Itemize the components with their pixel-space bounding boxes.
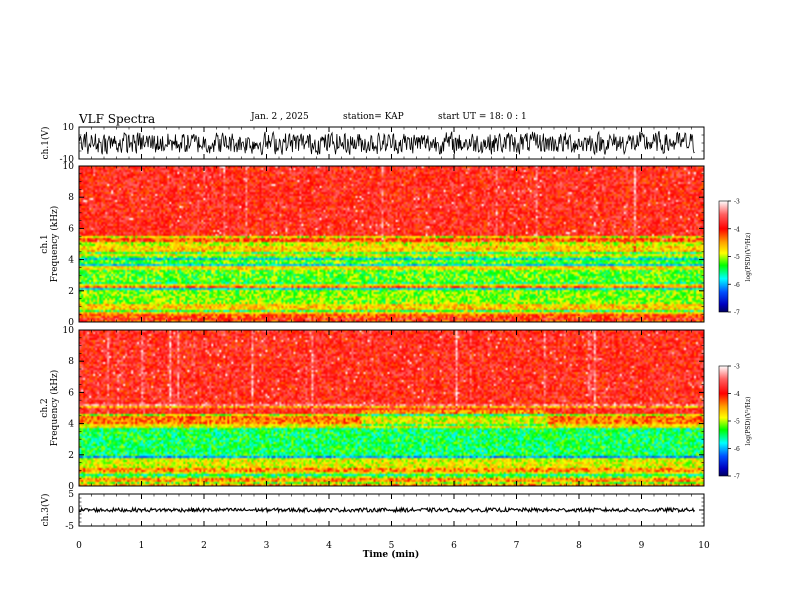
ch2-spectrogram-cbtick-label-4: -7: [734, 474, 740, 481]
ch2-spectrogram-bitmap: [79, 330, 704, 486]
ch2-spectrogram-ytick-label-1: 2: [68, 451, 74, 461]
ch3-waveform-ytick-label-0: 5: [68, 490, 74, 500]
x-tick-label-10: 10: [698, 541, 710, 551]
ch2-spectrogram-cbtick-label-3: -6: [734, 446, 740, 453]
ch3-waveform-series: [78, 506, 696, 514]
ch1-colorbar: -3 -4 -5 -6 -7 log(PSD)(V²/Hz): [718, 199, 752, 317]
ch2-colorbar: -3 -4 -5 -6 -7 log(PSD)(V²/Hz): [718, 364, 752, 481]
x-tick-label-4: 4: [326, 541, 332, 551]
ch1-spectrogram-cbtick-label-4: -7: [734, 310, 740, 317]
x-tick-label-8: 8: [576, 541, 582, 551]
ch1-waveform-ytick-label-0: 10: [63, 123, 75, 133]
ch1-spectrogram-ytick-label-2: 4: [68, 256, 74, 266]
ch2-spectrogram-panel: 0 2 4 6 8 10 ch.2 Frequency (kHz) -3 -4 -5 -6 -7 …: [40, 326, 752, 492]
ch1-spectrogram-ylabel: Frequency (kHz): [49, 206, 60, 283]
ch2-spectrogram-ytick-label-0: 0: [68, 482, 74, 492]
station-label: station= KAP: [343, 112, 404, 122]
ch1-spectrogram-channel-label: ch.1: [40, 234, 50, 253]
start-time-label: start UT = 18: 0 : 1: [438, 112, 527, 122]
ch1-waveform-ytick-label-1: -10: [60, 155, 75, 165]
ch2-spectrogram-ytick-label-4: 8: [68, 357, 74, 367]
ch1-colorbar-ticks: -3 -4 -5 -6 -7: [728, 199, 740, 317]
ch2-spectrogram-cbtick-label-1: -4: [734, 391, 740, 398]
chart-title: VLF Spectra: [79, 112, 156, 126]
ch2-colorbar-gradient: [718, 365, 729, 477]
ch2-spectrogram-channel-label: ch.2: [40, 398, 50, 417]
x-tick-label-1: 1: [139, 541, 145, 551]
x-axis: 0 1 2 3 4 5 6 7 8 9 10: [76, 127, 710, 551]
ch1-waveform-line: [78, 130, 695, 156]
ch1-waveform-frame: [78, 126, 705, 160]
ch2-spectrogram-cbtick-label-0: -3: [734, 364, 740, 371]
ch1-spectrogram-cbtick-label-0: -3: [734, 199, 740, 206]
ch2-spectrogram-ytick-label-5: 10: [63, 326, 75, 336]
ch1-waveform-ylabel: ch.1(V): [40, 127, 51, 160]
ch1-spectrogram-ytick-label-3: 6: [68, 224, 74, 234]
ch2-colorbar-ticks: -3 -4 -5 -6 -7: [728, 364, 740, 481]
ch1-spectrogram-ytick-label-5: 10: [63, 162, 75, 172]
ch1-spectrogram-cbtick-label-3: -6: [734, 282, 740, 289]
x-tick-label-0: 0: [76, 541, 82, 551]
ch2-spectrogram-ytick-label-2: 4: [68, 420, 74, 430]
ch1-colorbar-label: log(PSD)(V²/Hz): [745, 233, 752, 282]
ch1-colorbar-gradient: [718, 200, 729, 313]
ch1-spectrogram-panel: 0 2 4 6 8 10 ch.1 Frequency (kHz) -3 -4 -5 -6 -7 …: [40, 162, 752, 328]
ch2-colorbar-label: log(PSD)(V²/Hz): [745, 397, 752, 446]
ch1-spectrogram-bitmap: [79, 166, 704, 322]
ch1-waveform-series: [78, 130, 695, 156]
ch3-waveform-y-ticks: 5 0 -5: [65, 490, 704, 532]
ch3-waveform-ylabel: ch.3(V): [40, 494, 51, 527]
ch1-spectrogram-ytick-label-1: 2: [68, 287, 74, 297]
ch3-waveform-ytick-label-1: 0: [68, 506, 74, 516]
ch1-spectrogram-y-ticks: 0 2 4 6 8 10: [63, 162, 704, 328]
ch1-waveform-panel: 10 -10 ch.1(V): [40, 123, 705, 165]
ch1-spectrogram-cbtick-label-1: -4: [734, 226, 740, 233]
ch1-spectrogram-image: [79, 166, 704, 322]
x-axis-label: Time (min): [363, 549, 420, 560]
ch2-spectrogram-y-ticks: 0 2 4 6 8 10: [63, 326, 704, 492]
ch2-spectrogram-ylabel: Frequency (kHz): [49, 370, 60, 447]
ch2-spectrogram-image: [79, 330, 704, 486]
x-tick-label-6: 6: [451, 541, 457, 551]
ch3-waveform-panel: 5 0 -5 ch.3(V): [40, 490, 705, 532]
ch3-waveform-line: [78, 506, 696, 514]
x-tick-label-3: 3: [264, 541, 270, 551]
ch1-spectrogram-cbtick-label-2: -5: [734, 254, 740, 261]
x-tick-label-5: 5: [389, 541, 395, 551]
ch2-spectrogram-cbtick-label-2: -5: [734, 419, 740, 426]
x-tick-label-7: 7: [514, 541, 520, 551]
x-tick-label-9: 9: [639, 541, 645, 551]
ch1-spectrogram-ytick-label-4: 8: [68, 193, 74, 203]
date-label: Jan. 2 , 2025: [251, 112, 309, 122]
ch3-waveform-ytick-label-2: -5: [65, 522, 74, 532]
ch2-spectrogram-ytick-label-3: 6: [68, 388, 74, 398]
x-tick-label-2: 2: [201, 541, 207, 551]
ch1-spectrogram-ytick-label-0: 0: [68, 318, 74, 328]
